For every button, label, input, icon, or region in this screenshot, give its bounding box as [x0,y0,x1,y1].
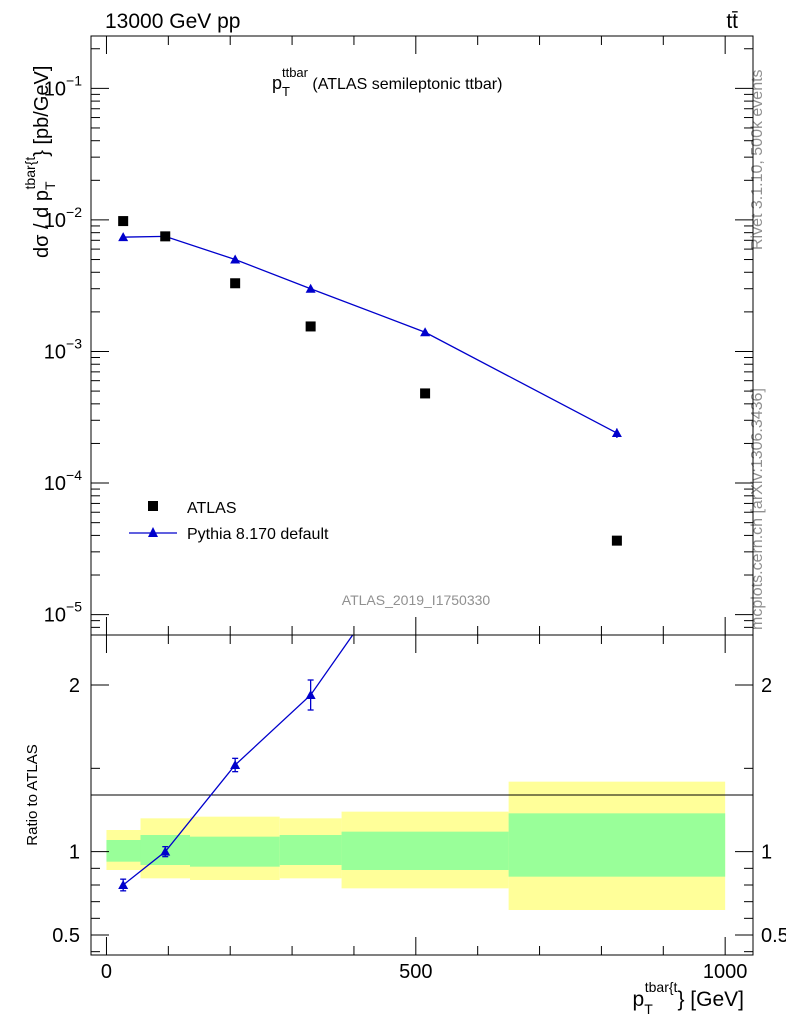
x-axis-label: pTtbar{t} [GeV] [633,979,745,1017]
pythia-point [305,283,316,293]
main-axis-ticks: 10−5 10−4 10−3 10−2 10−1 [44,36,753,636]
rivet-info: Rivet 3.1.10, 500k events [749,69,766,250]
ratio-y-tick-label-right: 2 [761,675,772,697]
atlas-data-point [420,388,431,399]
title-rest: (ATLAS semileptonic ttbar) [308,76,502,93]
ratio-point [305,690,316,699]
ratio-y-tick-label-right: 1 [761,842,772,864]
ratio-uncertainty-bands [106,781,726,910]
pythia-point [611,428,622,438]
main-y-tick-label: 10−5 [44,599,82,627]
ratio-y-axis-label: Ratio to ATLAS [24,744,41,845]
ratio-y-tick-label: 1 [69,842,80,864]
main-y-tick-label: 10−4 [44,467,82,495]
atlas-data-point [118,216,129,227]
legend: ATLAS Pythia 8.170 default [129,500,329,543]
legend-pythia-marker [148,527,158,537]
pythia-point [230,254,241,264]
analysis-watermark: ATLAS_2019_I1750330 [342,592,491,608]
ratio-y-tick-label-right: 0.5 [761,925,786,947]
mcplots-info: mcplots.cern.ch [arXiv:1306.3436] [749,388,766,630]
title-main: p [272,73,282,93]
ratio-point [230,760,241,769]
ratio-plot-area [118,527,430,892]
title-sup: ttbar [282,65,309,80]
legend-atlas-marker [148,501,158,511]
atlas-data-point [611,535,622,546]
legend-atlas-label: ATLAS [187,500,237,517]
ratio-band-inner-3 [279,835,342,865]
main-y-tick-label: 10−1 [44,72,82,100]
atlas-data-point [305,321,316,332]
ratio-point [118,880,129,889]
ratio-point [420,527,430,536]
process-label: tt̄ [726,10,738,33]
ratio-band-inner-4 [341,831,509,870]
pythia-curve [123,235,618,434]
x-tick-label: 500 [399,961,432,983]
main-y-tick-label: 10−3 [44,335,82,363]
ratio-band-inner-5 [508,813,726,877]
ratio-panel-frame [90,634,754,956]
main-y-tick-label: 10−2 [44,204,82,232]
title-sub: T [282,84,290,99]
pythia-point [118,232,129,242]
ratio-y-tick-label: 2 [69,675,80,697]
main-plot-title: pTttbar (ATLAS semileptonic ttbar) [272,65,502,99]
main-plot-area [118,216,622,546]
pythia-point [420,327,431,337]
legend-pythia-label: Pythia 8.170 default [187,526,329,543]
ratio-y-tick-label: 0.5 [52,925,80,947]
ratio-band-inner-2 [189,836,280,867]
ratio-axis-ticks: 0 500 1000 0.5 0.5 1 1 2 2 [52,635,786,983]
atlas-data-point [230,278,241,289]
x-tick-label: 1000 [703,961,748,983]
energy-label: 13000 GeV pp [105,10,240,33]
main-y-axis-label: dσ / d pTtbar{t} [pb/GeV] [22,66,58,258]
x-tick-label: 0 [101,961,112,983]
atlas-data-point [160,231,171,242]
ratio-point [160,846,171,856]
ratio-band-inner-0 [106,840,141,862]
